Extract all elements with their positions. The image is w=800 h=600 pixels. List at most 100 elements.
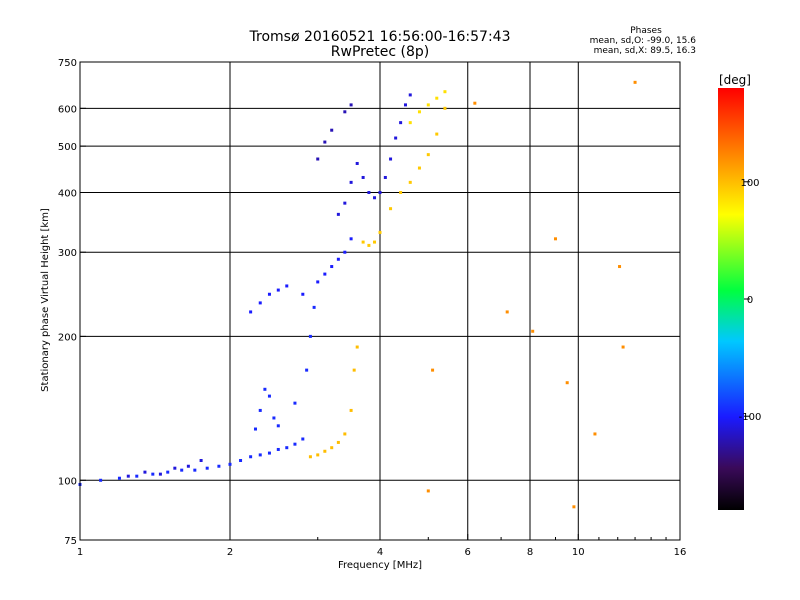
data-point: [373, 196, 377, 200]
data-point: [316, 453, 320, 457]
data-point: [435, 132, 439, 136]
data-point: [394, 136, 398, 140]
data-point: [166, 470, 170, 474]
data-point: [285, 446, 289, 450]
data-point: [531, 329, 535, 333]
data-point: [151, 472, 155, 476]
data-point: [239, 458, 243, 462]
y-tick-label: 100: [58, 476, 77, 487]
data-point: [301, 292, 305, 296]
data-point: [343, 201, 347, 205]
data-point: [383, 175, 387, 179]
y-axis-label: Stationary phase Virtual Height [km]: [40, 208, 51, 392]
x-axis-label: Frequency [MHz]: [338, 560, 422, 571]
stats-title: Phases: [630, 26, 662, 36]
data-point: [443, 106, 447, 110]
colorbar-tick-label: 100: [740, 178, 759, 189]
data-point: [426, 153, 430, 157]
data-point: [323, 272, 327, 276]
data-point: [330, 128, 334, 132]
chart-title: Tromsø 20160521 16:56:00-16:57:43: [249, 29, 511, 45]
y-tick-label: 600: [58, 104, 77, 115]
data-point: [267, 292, 271, 296]
data-point: [249, 455, 253, 459]
data-point: [308, 334, 312, 338]
data-point: [143, 470, 147, 474]
data-point: [417, 166, 421, 170]
data-point: [258, 408, 262, 412]
data-point: [618, 265, 622, 269]
data-point: [349, 103, 353, 107]
data-point: [186, 464, 190, 468]
data-point: [349, 180, 353, 184]
data-point: [505, 310, 509, 314]
data-point: [323, 449, 327, 453]
data-point: [399, 121, 403, 125]
data-point: [249, 310, 253, 314]
data-point: [349, 237, 353, 241]
data-point: [378, 230, 382, 234]
data-point: [199, 458, 203, 462]
y-axis: 75 100 200 300 400 500 600 750: [58, 58, 86, 547]
x-tick-label: 16: [674, 547, 687, 558]
data-point: [305, 368, 309, 372]
data-point: [633, 80, 637, 84]
colorbar-ticks: 100 0 -100: [739, 178, 762, 423]
data-point: [565, 381, 569, 385]
data-point: [435, 96, 439, 100]
data-point: [355, 345, 359, 349]
data-point: [267, 394, 271, 398]
stats-line-o: mean, sd,O: -99.0, 15.6: [590, 36, 697, 46]
x-tick-label: 8: [527, 547, 533, 558]
y-tick-label: 750: [58, 58, 77, 69]
data-point: [312, 305, 316, 309]
data-points: [78, 80, 637, 509]
data-point: [426, 103, 430, 107]
data-point: [323, 140, 327, 144]
data-point: [352, 368, 356, 372]
data-point: [293, 401, 297, 405]
colorbar-tick-label: 0: [747, 295, 753, 306]
data-point: [593, 432, 597, 436]
stats-line-x: mean, sd,X: 89.5, 16.3: [594, 46, 696, 56]
data-point: [553, 237, 557, 241]
data-point: [389, 207, 393, 211]
data-point: [258, 301, 262, 305]
grid: [80, 62, 680, 540]
chart-subtitle: RwPretec (8p): [331, 44, 429, 60]
data-point: [389, 157, 393, 161]
data-point: [408, 93, 412, 97]
data-point: [336, 440, 340, 444]
x-tick-label: 10: [572, 547, 585, 558]
data-point: [253, 427, 257, 431]
data-point: [343, 110, 347, 114]
data-point: [316, 157, 320, 161]
data-point: [621, 345, 625, 349]
data-point: [276, 288, 280, 292]
data-point: [308, 455, 312, 459]
data-point: [117, 476, 121, 480]
colorbar: [718, 88, 744, 510]
data-point: [99, 478, 103, 482]
data-point: [431, 368, 435, 372]
data-point: [373, 240, 377, 244]
x-tick-label: 6: [465, 547, 471, 558]
data-point: [135, 474, 139, 478]
data-point: [293, 442, 297, 446]
data-point: [267, 451, 271, 455]
data-point: [173, 466, 177, 470]
y-tick-label: 500: [58, 142, 77, 153]
x-tick-label: 4: [377, 547, 383, 558]
data-point: [228, 462, 232, 466]
data-point: [316, 280, 320, 284]
colorbar-label: [deg]: [719, 73, 751, 87]
data-point: [285, 284, 289, 288]
data-point: [193, 468, 197, 472]
data-point: [263, 387, 267, 391]
data-point: [572, 505, 576, 509]
data-point: [355, 161, 359, 165]
data-point: [349, 408, 353, 412]
data-point: [361, 240, 365, 244]
y-tick-label: 400: [58, 188, 77, 199]
